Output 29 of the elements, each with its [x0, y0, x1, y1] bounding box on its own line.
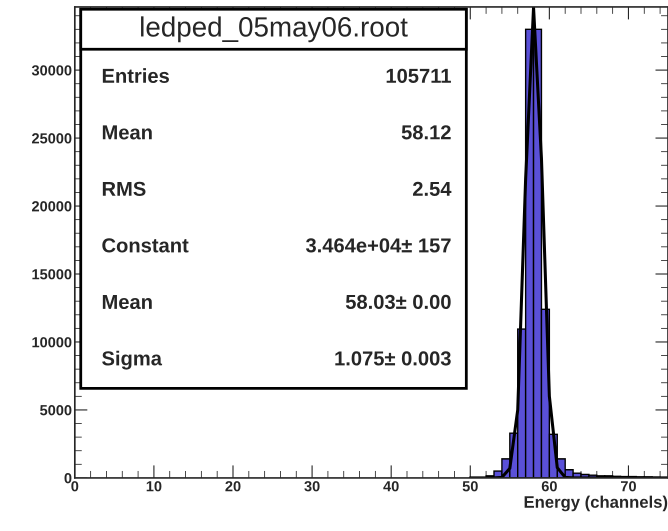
- x-tick-label: 50: [462, 481, 478, 492]
- chart-title: ledped_05may06.root: [141, 16, 408, 42]
- annotation: 2.54: [412, 182, 452, 196]
- y-tick-label: 15000: [32, 269, 72, 280]
- x-tick-label: 0: [71, 481, 78, 492]
- x-tick-label: 30: [304, 481, 320, 492]
- annotation: 105711: [386, 68, 451, 83]
- x-tick-label: 20: [225, 481, 241, 492]
- x-tick-label: 10: [146, 481, 162, 492]
- y-tick-label: 30000: [32, 65, 72, 76]
- annotation: 3.464e+04± 157: [306, 238, 451, 253]
- y-tick-label: 10000: [32, 337, 72, 348]
- x-tick-label: 40: [383, 481, 399, 492]
- annotation: 1.075± 0.003: [335, 351, 451, 366]
- y-tick-label: 25000: [32, 133, 72, 144]
- annotation: Entries: [102, 68, 169, 83]
- annotation: Sigma: [102, 350, 162, 370]
- x-tick-label: 70: [620, 481, 636, 492]
- x-tick-label: 60: [542, 481, 557, 492]
- annotation: RMS: [102, 182, 146, 196]
- annotation: Mean: [102, 125, 152, 140]
- annotation: Constant: [102, 238, 189, 253]
- annotation: 58.12: [402, 125, 451, 140]
- annotation: Mean: [102, 294, 152, 310]
- y-tick-label: 20000: [32, 201, 72, 212]
- y-tick-label: 5000: [40, 405, 72, 416]
- y-tick-label: 0: [64, 473, 72, 484]
- x-axis-title: Energy (channels): [524, 496, 668, 512]
- annotation: 58.03± 0.00: [346, 294, 451, 310]
